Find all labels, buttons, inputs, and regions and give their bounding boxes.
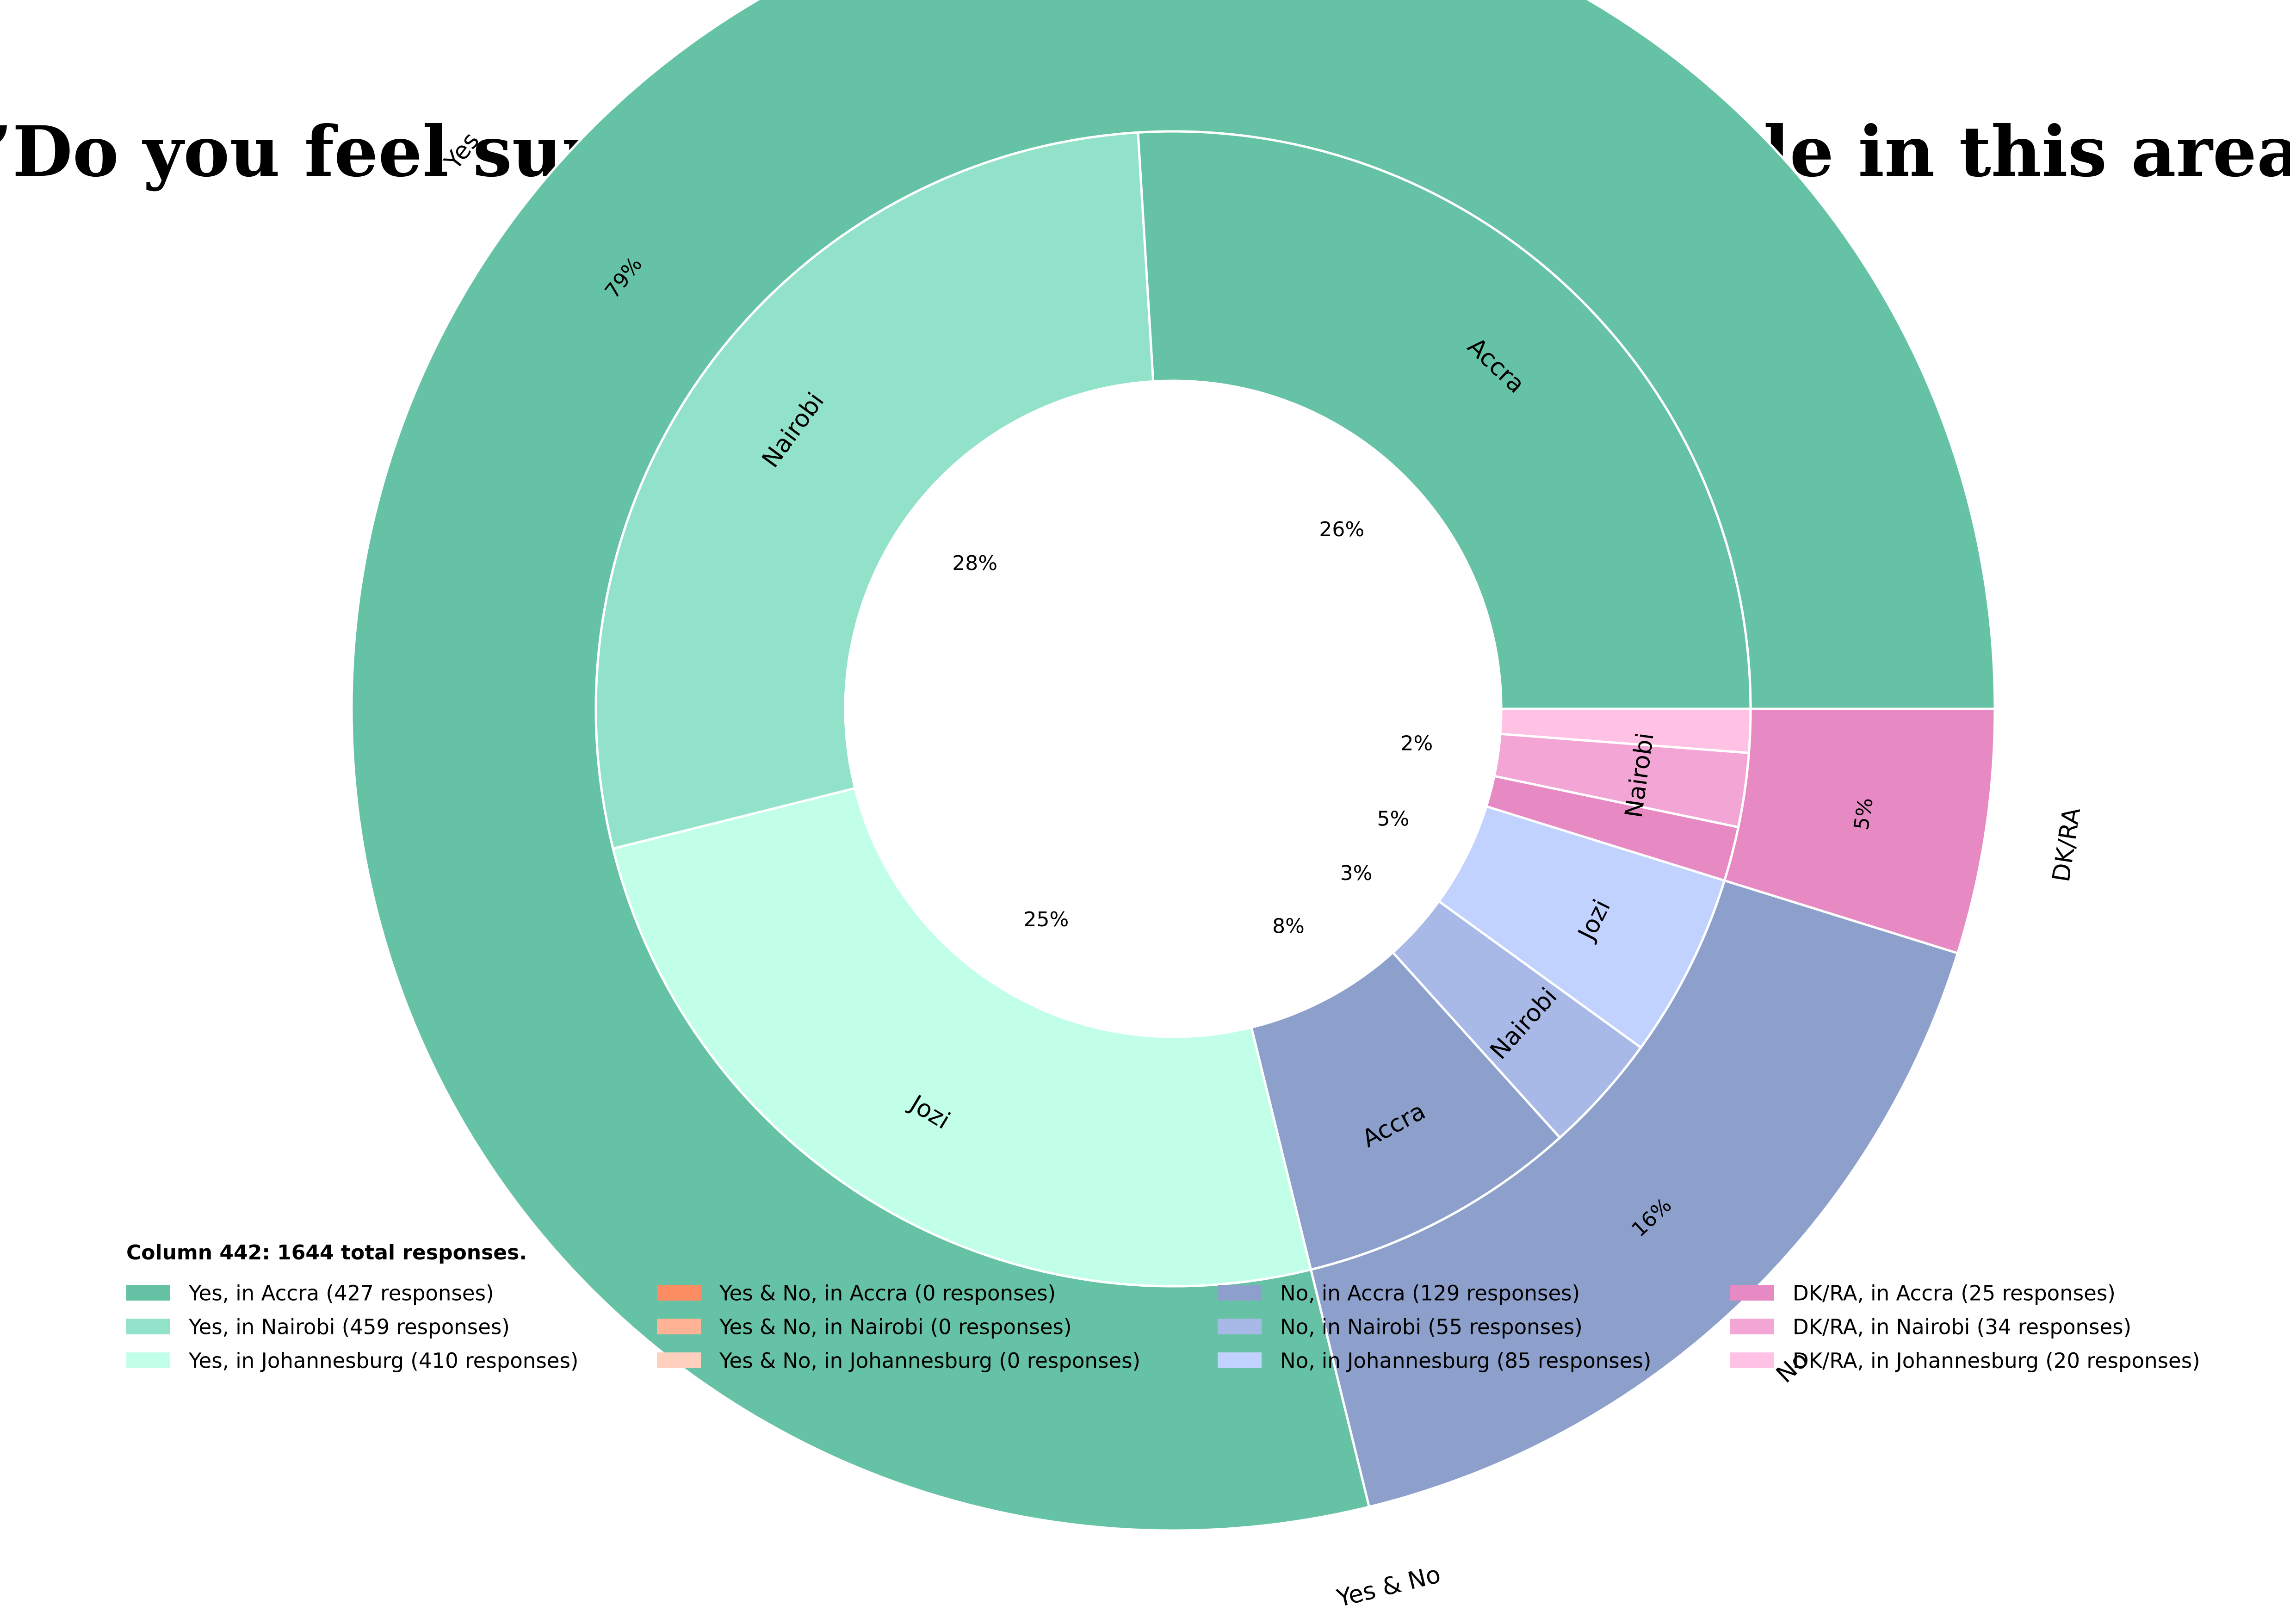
legend: Column 442: 1644 total responses. Yes, i…	[126, 1241, 2200, 1373]
legend-swatch-8	[1218, 1352, 1262, 1368]
legend-label-6: No, in Accra (129 responses)	[1280, 1281, 1580, 1306]
legend-label-0: Yes, in Accra (427 responses)	[188, 1281, 494, 1306]
legend-swatch-1	[126, 1319, 170, 1334]
inner-pct-7: 3%	[1340, 862, 1373, 885]
outer-label-dk-ra: DK/RA	[2048, 806, 2086, 884]
inner-pct-0: 26%	[1319, 518, 1364, 541]
outer-pct-dk-ra: 5%	[1850, 796, 1878, 832]
inner-pct-10: 2%	[1401, 731, 1433, 755]
inner-slice-1	[594, 131, 1155, 850]
legend-label-5: Yes & No, in Johannesburg (0 responses)	[719, 1349, 1140, 1373]
outer-label-yes-no: Yes & No	[1334, 1561, 1443, 1613]
legend-label-9: DK/RA, in Accra (25 responses)	[1793, 1281, 2116, 1306]
legend-label-4: Yes & No, in Nairobi (0 responses)	[719, 1315, 1072, 1339]
legend-label-2: Yes, in Johannesburg (410 responses)	[188, 1349, 578, 1373]
legend-label-3: Yes & No, in Accra (0 responses)	[719, 1281, 1056, 1306]
slices-group	[350, 0, 1996, 1532]
inner-pct-1: 28%	[952, 552, 997, 575]
legend-swatch-6	[1218, 1285, 1262, 1301]
legend-swatch-0	[126, 1285, 170, 1301]
inner-slice-6	[1250, 950, 1562, 1271]
legend-swatch-3	[657, 1285, 701, 1301]
legend-swatch-10	[1730, 1319, 1774, 1334]
legend-label-8: No, in Johannesburg (85 responses)	[1280, 1349, 1651, 1373]
legend-label-7: No, in Nairobi (55 responses)	[1280, 1315, 1583, 1339]
legend-swatch-4	[657, 1319, 701, 1334]
inner-pct-2: 25%	[1023, 908, 1069, 931]
legend-label-10: DK/RA, in Nairobi (34 responses)	[1793, 1315, 2131, 1339]
legend-label-1: Yes, in Nairobi (459 responses)	[188, 1315, 510, 1339]
legend-label-11: DK/RA, in Johannesburg (20 responses)	[1793, 1349, 2200, 1373]
inner-slice-0	[1137, 130, 1752, 710]
legend-swatch-7	[1218, 1319, 1262, 1334]
inner-slice-2	[612, 787, 1312, 1288]
legend-swatch-5	[657, 1352, 701, 1368]
legend-swatch-2	[126, 1352, 170, 1368]
inner-pct-6: 8%	[1272, 914, 1305, 938]
legend-swatch-9	[1730, 1285, 1774, 1301]
inner-pct-8: 5%	[1377, 807, 1410, 831]
legend-title: Column 442: 1644 total responses.	[126, 1241, 527, 1264]
legend-swatch-11	[1730, 1352, 1774, 1368]
inner-slice-11	[1499, 707, 1752, 754]
